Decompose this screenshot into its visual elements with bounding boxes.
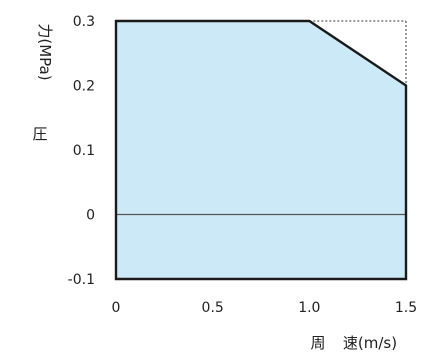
x-tick-label: 0.5 [202, 300, 224, 316]
x-tick-label: 1.0 [298, 300, 320, 316]
y-tick-labels: -0.1 0 0.1 0.2 0.3 [68, 14, 95, 288]
y-tick-label: 0.3 [73, 14, 95, 30]
corner-guide-layer [309, 20, 407, 86]
y-tick-label: -0.1 [68, 272, 95, 288]
x-tick-label: 0 [112, 300, 121, 316]
y-axis-title-part-2: 力(MPa) [36, 23, 54, 80]
x-tick-labels: 0 0.5 1.0 1.5 [112, 300, 418, 316]
x-axis-title-part-1: 周 [310, 334, 325, 352]
y-axis-title-part-1: 圧 [32, 125, 47, 143]
y-tick-label: 0.2 [73, 79, 95, 95]
x-tick-label: 1.5 [395, 300, 417, 316]
x-axis-title-part-2: 速(m/s) [343, 334, 397, 352]
operating-region-fill [116, 21, 406, 279]
operating-region-outline [114, 19, 408, 281]
y-tick-label: 0.1 [73, 143, 95, 159]
y-tick-label: 0 [86, 208, 95, 224]
